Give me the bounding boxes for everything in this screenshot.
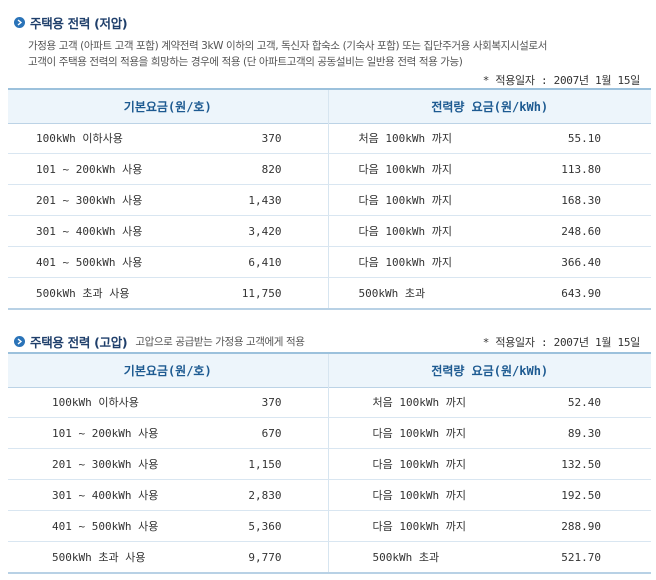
rate-table-low: 기본요금(원/호) 전력량 요금(원/kWh) — [8, 88, 651, 124]
usage-range-cell: 100kWh 이하사용 — [8, 387, 178, 418]
energy-tier-cell: 다음 100kWh 까지 — [328, 479, 506, 511]
basic-charge-cell: 6,410 — [178, 246, 329, 278]
energy-tier-cell: 다음 100kWh 까지 — [328, 510, 506, 542]
effective-date-high: * 적용일자 : 2007년 1월 15일 — [482, 336, 641, 349]
usage-range-cell: 101 ~ 200kWh 사용 — [8, 417, 178, 449]
table-row: 301 ~ 400kWh 사용 3,420 다음 100kWh 까지 248.60 — [8, 215, 651, 247]
energy-rate-cell: 248.60 — [506, 215, 651, 247]
energy-rate-cell: 132.50 — [506, 448, 651, 480]
section-title-low: 주택용 전력 (저압) — [14, 13, 128, 32]
section-title-high: 주택용 전력 (고압) 고압으로 공급받는 가정용 고객에게 적용 — [14, 332, 305, 351]
energy-rate-cell: 192.50 — [506, 479, 651, 511]
usage-range-cell: 201 ~ 300kWh 사용 — [8, 184, 178, 216]
description-line: 가정용 고객 (아파트 고객 포함) 계약전력 3kW 이하의 고객, 독신자 … — [28, 40, 547, 52]
energy-rate-cell: 52.40 — [506, 387, 651, 418]
section-description-low: 가정용 고객 (아파트 고객 포함) 계약전력 3kW 이하의 고객, 독신자 … — [28, 38, 547, 70]
description-line: 고객이 주택용 전력의 적용을 희망하는 경우에 적용 (단 아파트고객의 공동… — [28, 56, 463, 68]
table-row: 100kWh 이하사용 370 처음 100kWh 까지 52.40 — [8, 387, 651, 418]
energy-tier-cell: 500kWh 초과 — [328, 541, 506, 574]
basic-charge-cell: 820 — [178, 153, 329, 185]
table-row: 101 ~ 200kWh 사용 820 다음 100kWh 까지 113.80 — [8, 153, 651, 185]
usage-range-cell: 500kWh 초과 사용 — [8, 277, 178, 310]
rate-table-low-body: 100kWh 이하사용 370 처음 100kWh 까지 55.10 101 ~ 200… — [8, 123, 651, 310]
usage-range-cell: 301 ~ 400kWh 사용 — [8, 479, 178, 511]
section-title-low-text: 주택용 전력 (저압) — [30, 16, 128, 31]
basic-charge-cell: 11,750 — [178, 277, 329, 310]
section-note-high: 고압으로 공급받는 가정용 고객에게 적용 — [135, 336, 305, 348]
basic-charge-cell: 5,360 — [178, 510, 329, 542]
table-row: 201 ~ 300kWh 사용 1,430 다음 100kWh 까지 168.30 — [8, 184, 651, 216]
section-title-high-text: 주택용 전력 (고압) — [30, 335, 128, 350]
chevron-right-icon — [14, 17, 25, 28]
basic-charge-cell: 2,830 — [178, 479, 329, 511]
basic-charge-cell: 670 — [178, 417, 329, 449]
usage-range-cell: 500kWh 초과 사용 — [8, 541, 178, 574]
energy-rate-cell: 643.90 — [506, 277, 651, 310]
table-row: 301 ~ 400kWh 사용 2,830 다음 100kWh 까지 192.50 — [8, 479, 651, 511]
energy-tier-cell: 500kWh 초과 — [328, 277, 506, 310]
rate-table-high: 기본요금(원/호) 전력량 요금(원/kWh) — [8, 352, 651, 388]
rate-table-high-body: 100kWh 이하사용 370 처음 100kWh 까지 52.40 101 ~ 200… — [8, 387, 651, 574]
energy-tier-cell: 처음 100kWh 까지 — [328, 123, 506, 154]
basic-charge-cell: 1,150 — [178, 448, 329, 480]
usage-range-cell: 101 ~ 200kWh 사용 — [8, 153, 178, 185]
energy-rate-cell: 113.80 — [506, 153, 651, 185]
usage-range-cell: 301 ~ 400kWh 사용 — [8, 215, 178, 247]
energy-tier-cell: 처음 100kWh 까지 — [328, 387, 506, 418]
chevron-right-icon — [14, 336, 25, 347]
energy-tier-cell: 다음 100kWh 까지 — [328, 184, 506, 216]
effective-date-low: * 적용일자 : 2007년 1월 15일 — [482, 74, 641, 87]
header-energy-charge: 전력량 요금(원/kWh) — [328, 352, 651, 388]
table-row: 500kWh 초과 사용 11,750 500kWh 초과 643.90 — [8, 277, 651, 310]
energy-rate-cell: 168.30 — [506, 184, 651, 216]
usage-range-cell: 401 ~ 500kWh 사용 — [8, 510, 178, 542]
energy-rate-cell: 366.40 — [506, 246, 651, 278]
basic-charge-cell: 370 — [178, 123, 329, 154]
table-row: 500kWh 초과 사용 9,770 500kWh 초과 521.70 — [8, 541, 651, 574]
energy-tier-cell: 다음 100kWh 까지 — [328, 448, 506, 480]
energy-tier-cell: 다음 100kWh 까지 — [328, 153, 506, 185]
usage-range-cell: 201 ~ 300kWh 사용 — [8, 448, 178, 480]
energy-rate-cell: 55.10 — [506, 123, 651, 154]
table-row: 401 ~ 500kWh 사용 6,410 다음 100kWh 까지 366.40 — [8, 246, 651, 278]
basic-charge-cell: 3,420 — [178, 215, 329, 247]
table-row: 101 ~ 200kWh 사용 670 다음 100kWh 까지 89.30 — [8, 417, 651, 449]
energy-rate-cell: 288.90 — [506, 510, 651, 542]
table-row: 201 ~ 300kWh 사용 1,150 다음 100kWh 까지 132.50 — [8, 448, 651, 480]
table-row: 100kWh 이하사용 370 처음 100kWh 까지 55.10 — [8, 123, 651, 154]
header-basic-charge: 기본요금(원/호) — [8, 88, 329, 124]
basic-charge-cell: 370 — [178, 387, 329, 418]
header-energy-charge: 전력량 요금(원/kWh) — [328, 88, 651, 124]
header-basic-charge: 기본요금(원/호) — [8, 352, 329, 388]
usage-range-cell: 100kWh 이하사용 — [8, 123, 178, 154]
energy-rate-cell: 89.30 — [506, 417, 651, 449]
energy-tier-cell: 다음 100kWh 까지 — [328, 417, 506, 449]
energy-rate-cell: 521.70 — [506, 541, 651, 574]
basic-charge-cell: 9,770 — [178, 541, 329, 574]
basic-charge-cell: 1,430 — [178, 184, 329, 216]
energy-tier-cell: 다음 100kWh 까지 — [328, 246, 506, 278]
table-row: 401 ~ 500kWh 사용 5,360 다음 100kWh 까지 288.90 — [8, 510, 651, 542]
energy-tier-cell: 다음 100kWh 까지 — [328, 215, 506, 247]
usage-range-cell: 401 ~ 500kWh 사용 — [8, 246, 178, 278]
